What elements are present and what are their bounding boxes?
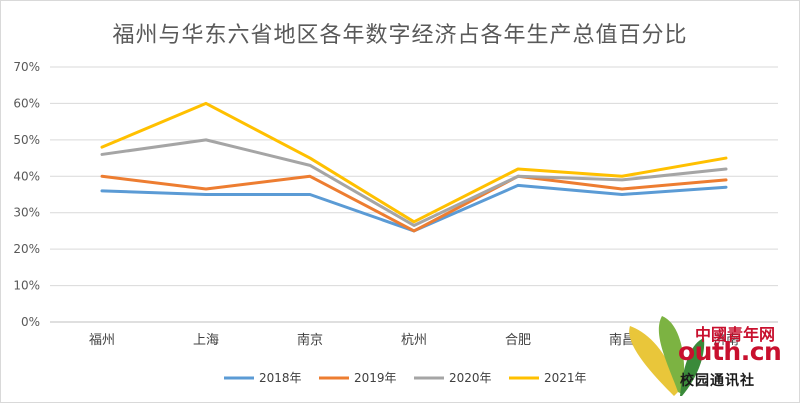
legend-label: 2020年 bbox=[449, 371, 492, 385]
y-tick-label: 50% bbox=[13, 133, 40, 147]
x-tick-label: 上海 bbox=[193, 333, 219, 348]
x-tick-label: 福州 bbox=[89, 333, 115, 348]
x-tick-label: 南昌 bbox=[609, 332, 635, 348]
x-tick-label: 济南 bbox=[713, 332, 739, 348]
legend-label: 2018年 bbox=[259, 371, 302, 385]
y-tick-label: 30% bbox=[13, 206, 40, 220]
series-line bbox=[100, 174, 728, 233]
watermark-brand: 中國青年网 bbox=[695, 325, 776, 344]
series-line bbox=[100, 138, 728, 227]
x-tick-label: 南京 bbox=[297, 332, 323, 348]
legend-label: 2021年 bbox=[544, 371, 587, 385]
series-line bbox=[100, 101, 728, 224]
watermark-url: outh.cn bbox=[678, 337, 782, 366]
y-tick-label: 10% bbox=[13, 279, 40, 293]
legend-label: 2019年 bbox=[354, 371, 397, 385]
y-tick-label: 70% bbox=[13, 60, 40, 74]
y-tick-label: 20% bbox=[13, 242, 40, 256]
ginkgo-leaf-icon bbox=[629, 316, 705, 396]
y-tick-label: 60% bbox=[13, 96, 40, 110]
watermark-logo: 中國青年网 outh.cn 校园通讯社 bbox=[622, 304, 800, 403]
y-tick-label: 0% bbox=[21, 315, 40, 329]
watermark-tagline: 校园通讯社 bbox=[680, 373, 755, 389]
x-tick-label: 合肥 bbox=[505, 333, 531, 348]
x-tick-label: 杭州 bbox=[401, 333, 427, 348]
chart-title: 福州与华东六省地区各年数字经济占各年生产总值百分比 bbox=[112, 23, 688, 48]
y-tick-label: 40% bbox=[13, 169, 40, 183]
